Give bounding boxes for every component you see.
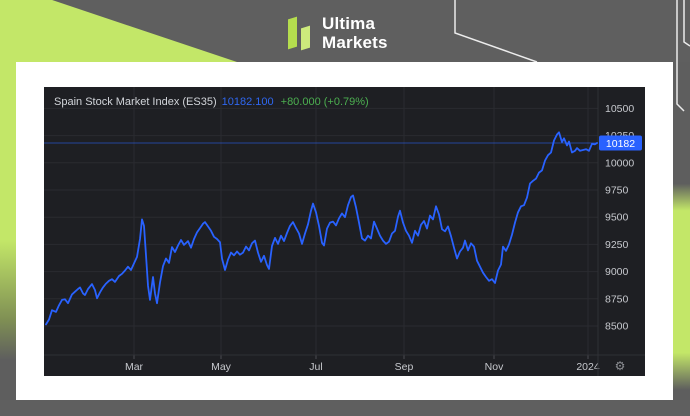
last-price-value: 10182.100 xyxy=(221,96,274,108)
brand-logo-text: Ultima Markets xyxy=(322,14,388,52)
y-axis-label[interactable]: 9000 xyxy=(605,266,629,278)
symbol-title: Spain Stock Market Index (ES35) xyxy=(54,96,217,108)
decor-green-strip-right xyxy=(673,62,690,400)
price-change: +80.000 (+0.79%) xyxy=(280,96,369,108)
chart-legend: Spain Stock Market Index (ES35) 10182.100… xyxy=(54,96,369,108)
brand-logo: Ultima Markets xyxy=(288,12,388,54)
brand-name-line1: Ultima xyxy=(322,14,376,33)
decor-green-corner xyxy=(0,0,237,62)
x-axis-label[interactable]: Sep xyxy=(395,361,414,373)
y-axis-label[interactable]: 8750 xyxy=(605,293,629,305)
y-axis-label[interactable]: 10000 xyxy=(605,157,634,169)
x-axis-label[interactable]: Mar xyxy=(125,361,144,373)
price-scale-settings-gear-icon[interactable]: ⚙ xyxy=(614,359,626,373)
y-axis-label[interactable]: 9750 xyxy=(605,185,629,197)
price-chart[interactable]: 105001025010000975095009250900087508500M… xyxy=(44,87,645,376)
brand-logo-icon xyxy=(288,12,312,54)
current-price-badge xyxy=(599,135,642,151)
y-axis-label[interactable]: 8500 xyxy=(605,321,629,333)
x-axis-label[interactable]: May xyxy=(211,361,232,373)
chart-panel[interactable]: 105001025010000975095009250900087508500M… xyxy=(44,87,645,376)
x-axis-label[interactable]: Nov xyxy=(485,361,504,373)
price-line-series xyxy=(45,131,598,326)
logo-bar-right xyxy=(301,25,310,51)
y-axis-label[interactable]: 10500 xyxy=(605,103,634,115)
current-price-badge-label: 10182 xyxy=(606,138,635,150)
y-axis-label[interactable]: 9500 xyxy=(605,212,629,224)
logo-bar-left xyxy=(288,16,297,50)
x-axis-label[interactable]: Jul xyxy=(309,361,322,373)
y-axis-label[interactable]: 9250 xyxy=(605,239,629,251)
brand-name-line2: Markets xyxy=(322,33,388,52)
decor-green-strip-left xyxy=(0,0,16,400)
x-axis-label[interactable]: 2024 xyxy=(576,361,600,373)
